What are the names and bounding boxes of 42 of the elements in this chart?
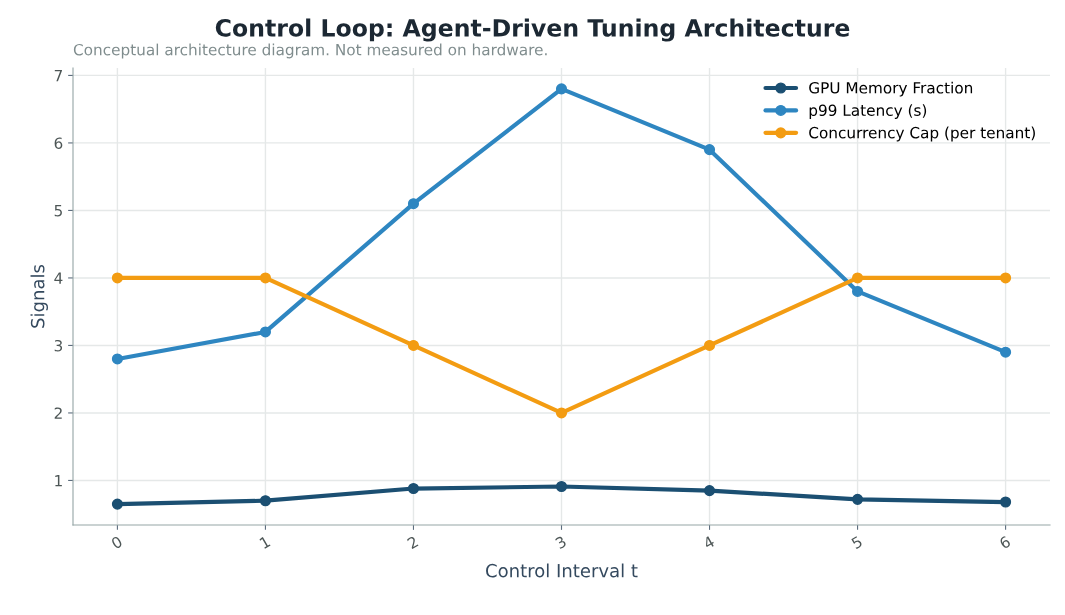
point [555, 407, 568, 419]
point [407, 482, 420, 495]
point [555, 480, 568, 493]
y-tick-label: 2 [54, 407, 62, 419]
point [703, 339, 716, 351]
point [1000, 496, 1012, 508]
point [259, 272, 271, 284]
point [852, 285, 864, 297]
x-tick-label: 4 [702, 535, 716, 550]
point [703, 485, 716, 497]
legend-label: GPU Memory Fraction [809, 81, 973, 97]
point [111, 498, 123, 510]
y-tick-label: 4 [54, 272, 63, 284]
y-tick-label: 7 [54, 70, 62, 82]
point [703, 144, 716, 156]
y-tick-label: 3 [54, 339, 63, 352]
x-tick-label: 3 [554, 535, 567, 550]
point [259, 495, 271, 507]
point [111, 272, 123, 284]
chart-subtitle: Conceptual architecture diagram. Not measured on hardware. [73, 43, 547, 59]
x-tick-label: 6 [998, 535, 1012, 550]
x-tick-label: 1 [259, 535, 271, 549]
chart-title: Control Loop: Agent-Driven Tuning Architecture [215, 18, 850, 42]
point [1000, 346, 1012, 358]
point [407, 339, 420, 351]
y-tick-label: 1 [55, 475, 62, 487]
point [852, 493, 864, 505]
x-axis-title: Control Interval t [486, 563, 638, 578]
point [111, 353, 123, 365]
y-tick-label: 5 [54, 205, 62, 217]
point [407, 198, 420, 210]
y-axis-title: Signals [30, 264, 48, 328]
legend-label: Concurrency Cap (per tenant) [809, 126, 1035, 142]
x-tick-label: 5 [850, 535, 863, 550]
x-tick-label: 2 [406, 535, 419, 550]
x-tick-label: 0 [110, 535, 123, 550]
y-tick-label: 6 [54, 137, 63, 149]
point [852, 272, 864, 284]
point [259, 326, 271, 338]
point [1000, 272, 1012, 284]
legend-label: p99 Latency (s) [809, 104, 927, 119]
point [555, 83, 568, 95]
